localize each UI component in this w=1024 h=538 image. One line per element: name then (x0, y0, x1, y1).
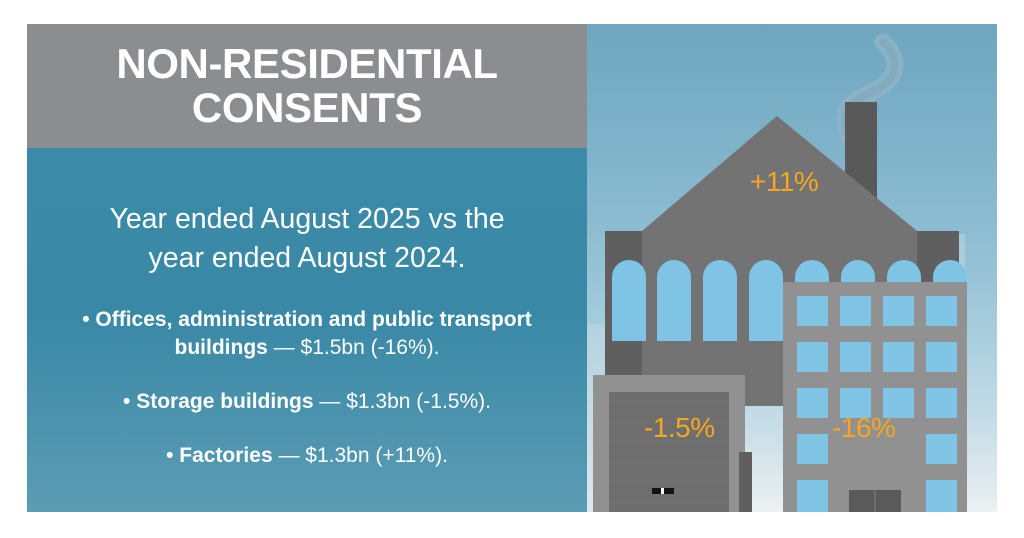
title-band: NON-RESIDENTIAL CONSENTS (27, 24, 587, 148)
list-item: • Offices, administration and public tra… (51, 306, 563, 362)
page-title: NON-RESIDENTIAL CONSENTS (116, 40, 498, 131)
factory-percent-label: +11% (750, 166, 819, 197)
storage-percent-label: -1.5% (644, 412, 715, 443)
roller-door-handle-notch (661, 488, 664, 494)
bullet-value: — $1.3bn (-1.5%). (313, 389, 491, 413)
bullet-label: Storage buildings (130, 389, 314, 413)
subtitle: Year ended August 2025 vs the year ended… (109, 203, 505, 275)
bullet-label: Factories (173, 443, 279, 467)
list-item: • Storage buildings — $1.3bn (-1.5%). (51, 388, 563, 416)
bullet-label: Offices, administration and public trans… (89, 308, 532, 359)
bullet-list: • Offices, administration and public tra… (27, 306, 587, 470)
bullet-value: — $1.5bn (-16%). (267, 335, 440, 359)
office-windows (797, 296, 957, 512)
text-panel: NON-RESIDENTIAL CONSENTS Year ended Augu… (27, 24, 587, 512)
body-band: Year ended August 2025 vs the year ended… (27, 148, 587, 512)
bullet-marker: • (123, 389, 131, 413)
bullet-marker: • (82, 308, 90, 331)
storage-downpipe (739, 452, 752, 512)
list-item: • Factories — $1.3bn (+11%). (51, 442, 563, 470)
illustration-scene: +11% -1.5% -16% (587, 24, 997, 512)
bullet-marker: • (166, 443, 174, 467)
buildings-illustration (587, 33, 967, 512)
bullet-value: — $1.3bn (+11%). (278, 443, 448, 467)
roller-door-slats (609, 401, 729, 503)
office-percent-label: -16% (832, 412, 896, 443)
office-door-split (874, 490, 876, 512)
